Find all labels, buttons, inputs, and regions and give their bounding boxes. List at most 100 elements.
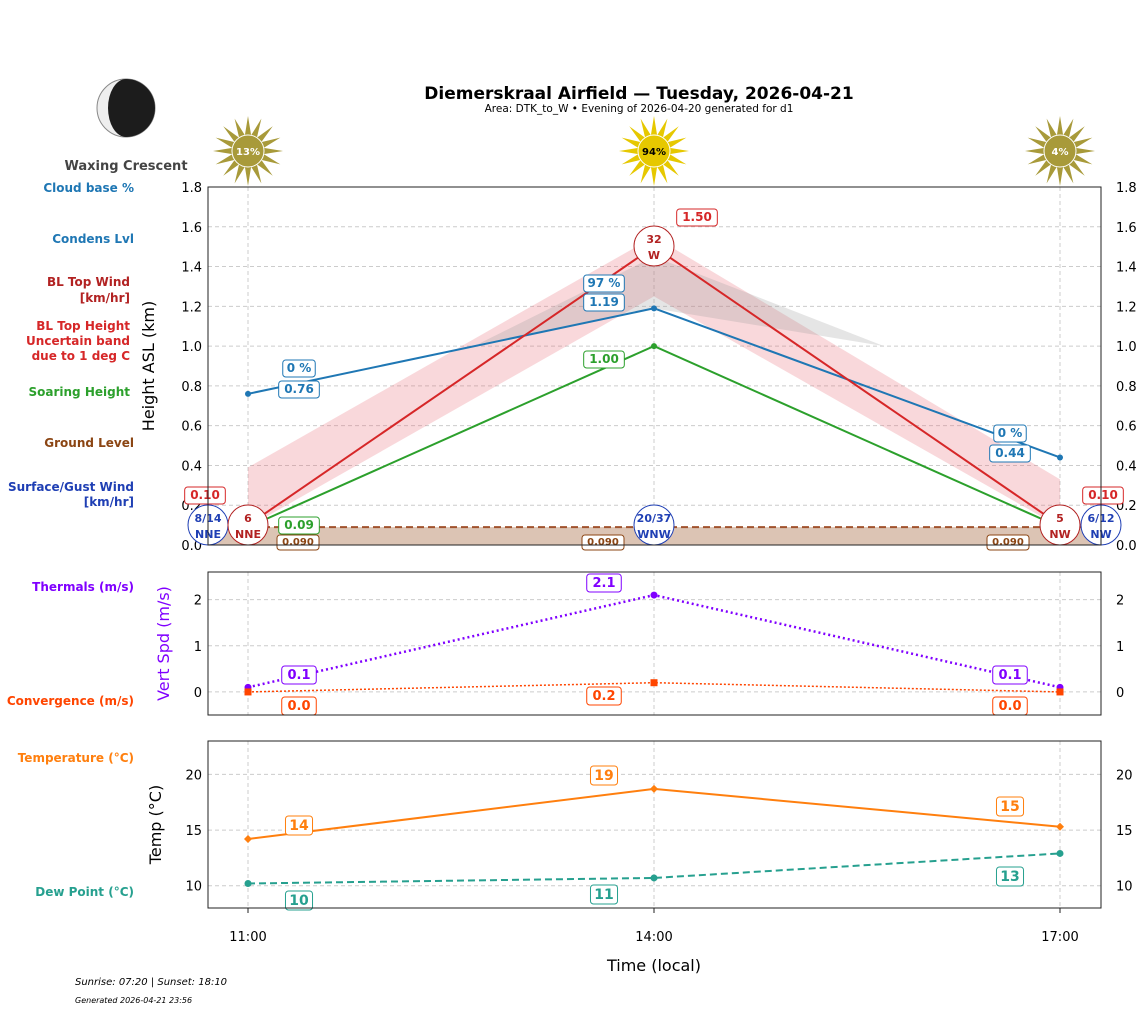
y-tick-label-right: 1.8 [1116,181,1137,196]
convergence-label-box [586,686,622,706]
label-bl-wind-1: BL Top Wind [47,275,130,289]
condens-label: 0.76 [284,382,314,396]
thermal-label-box [992,665,1028,685]
bl-wind-dir: NNE [235,528,261,541]
temperature-point [650,784,658,793]
y-tick-label: 1.2 [181,300,202,315]
label-bl-height-1: BL Top Height [36,319,130,333]
x-tick-label: 17:00 [1041,930,1078,945]
convergence-point [244,688,252,696]
y-tick-label: 0 [194,686,202,701]
bl-wind-speed: 6 [244,512,252,525]
data-point [651,305,657,312]
bl-wind-speed: 5 [1056,512,1064,525]
dewpoint-line [247,852,1061,885]
soaring-label-box [583,350,625,369]
moon-phase: Waxing Crescent [64,159,187,174]
convergence-label: 0.0 [287,699,310,714]
dewpoint-label: 11 [594,887,613,903]
convergence-point [1056,688,1064,696]
ground-label: 0.090 [992,537,1024,548]
y-tick-label-right: 0 [1116,686,1124,701]
dewpoint-label: 13 [1000,869,1019,885]
bl-height-label-box [1082,486,1124,505]
plot-frame [207,571,1102,716]
x-tick-label: 14:00 [635,930,672,945]
y-tick-label-right: 1 [1116,640,1124,655]
ground-label: 0.090 [587,537,619,548]
dewpoint-label-box [995,866,1025,887]
bl-height-label: 1.50 [682,210,712,224]
temperature-label-box [284,815,314,836]
condens-label: 1.19 [589,295,619,309]
ground-label: 0.090 [282,537,314,548]
y-tick-label: 10 [185,880,202,895]
cloud-pct-label: 0 % [998,426,1023,440]
dewpoint-point [1056,849,1064,857]
label-temperature: Temperature (°C) [18,751,134,765]
thermal-point [650,591,658,599]
y-tick-label-right: 15 [1116,824,1133,839]
sun-disc [231,134,265,168]
label-convergence: Convergence (m/s) [7,694,134,708]
bl-height-label-box [676,208,718,227]
temperature-label: 19 [594,768,613,784]
y-tick-label-right: 0.0 [1116,539,1137,554]
data-point [1057,454,1063,461]
y-tick-label-right: 0.4 [1116,459,1137,474]
y-tick-label: 2 [194,594,202,609]
thermal-label: 0.1 [998,668,1021,683]
ground-label-box [276,534,320,551]
subtitle: Area: DTK_to_W • Evening of 2026-04-20 g… [485,103,794,115]
temperature-label: 14 [289,818,309,834]
label-bl-height-2: Uncertain band [26,334,130,348]
dewpoint-label-box [589,884,619,905]
generated-time: Generated 2026-04-21 23:56 [75,996,192,1005]
y-tick-label-right: 2 [1116,594,1124,609]
cloud-pct-label-box [993,424,1027,443]
thermal-label-box [281,665,317,685]
y-axis-label: Temp (°C) [146,785,165,865]
y-tick-label: 20 [185,768,202,783]
y-tick-label-right: 0.8 [1116,380,1137,395]
bl-uncertainty-band [248,236,1060,528]
temperature-point [1056,822,1064,831]
data-point [651,343,657,350]
ground-label-box [986,534,1030,551]
condens-label-box [278,380,320,399]
dewpoint-point [244,880,252,888]
surface-wind-dir: WNW [637,528,670,541]
condens-label: 0.44 [995,446,1025,460]
label-surface-wind-2: [km/hr] [84,495,134,509]
sun-percent: 13% [236,147,260,158]
sun-percent: 4% [1052,147,1069,158]
surface-wind-speed: 20/37 [637,512,672,525]
cloud-pct-label: 97 % [588,276,621,290]
dewpoint-label: 10 [289,893,309,909]
x-axis-label: Time (local) [606,956,701,975]
y-tick-label: 0.6 [181,420,202,435]
y-tick-label-right: 20 [1116,768,1133,783]
cloud-pct-label-box [282,359,316,378]
data-point [245,390,251,397]
sun-percent: 94% [642,147,666,158]
thermal-label: 0.1 [287,668,310,683]
bl-wind-dir: NW [1049,528,1070,541]
convergence-point [650,679,658,687]
label-soaring: Soaring Height [29,385,131,399]
y-tick-label: 1 [194,640,202,655]
sun-times: Sunrise: 07:20 | Sunset: 18:10 [75,977,227,988]
y-tick-label: 1.4 [181,261,202,276]
temperature-label-box [589,765,619,786]
y-tick-label-right: 1.4 [1116,261,1137,276]
cloud-pct-label-box [583,274,625,293]
label-cloud-base: Cloud base % [43,181,134,195]
bl-wind-speed: 32 [646,233,661,246]
y-tick-label: 0.0 [181,539,202,554]
soaring-label: 0.09 [284,518,314,532]
bl-height-label-box [184,486,226,505]
thermal-label: 2.1 [592,576,615,591]
bl-wind-dir: W [648,249,660,262]
condens-label-box [583,293,625,312]
